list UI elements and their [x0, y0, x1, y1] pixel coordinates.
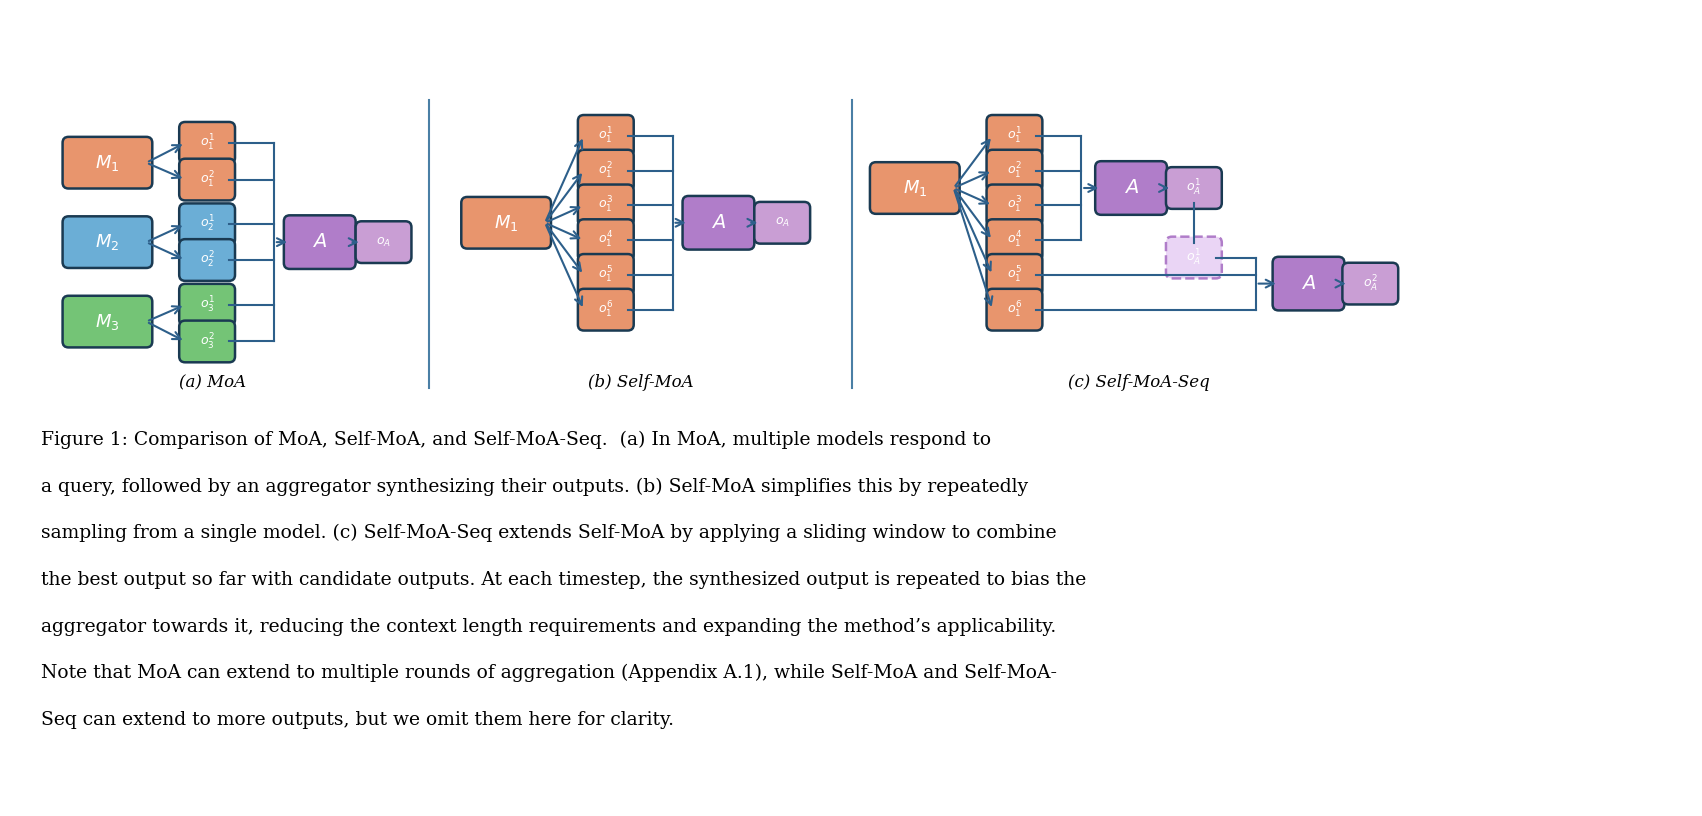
Text: Note that MoA can extend to multiple rounds of aggregation (Appendix A.1), while: Note that MoA can extend to multiple rou…	[41, 664, 1057, 682]
FancyBboxPatch shape	[63, 216, 151, 268]
Text: $o_2^1$: $o_2^1$	[199, 215, 214, 234]
Text: $M_1$: $M_1$	[902, 178, 928, 198]
FancyBboxPatch shape	[1343, 263, 1399, 304]
Text: $o_1^1$: $o_1^1$	[1008, 126, 1021, 146]
Text: (a) MoA: (a) MoA	[179, 375, 245, 391]
FancyBboxPatch shape	[179, 122, 235, 164]
FancyBboxPatch shape	[987, 220, 1042, 261]
Text: $A$: $A$	[1123, 179, 1139, 197]
Text: a query, followed by an aggregator synthesizing their outputs. (b) Self-MoA simp: a query, followed by an aggregator synth…	[41, 477, 1028, 496]
FancyBboxPatch shape	[63, 295, 151, 348]
Text: $o_A^2$: $o_A^2$	[1363, 273, 1379, 294]
FancyBboxPatch shape	[1273, 257, 1345, 310]
Text: $A$: $A$	[711, 214, 727, 232]
FancyBboxPatch shape	[579, 289, 633, 330]
Text: $M_1$: $M_1$	[494, 213, 519, 233]
FancyBboxPatch shape	[579, 220, 633, 261]
Text: $o_1^5$: $o_1^5$	[599, 265, 613, 285]
Text: (c) Self-MoA-Seq: (c) Self-MoA-Seq	[1069, 375, 1210, 391]
Text: $o_A^1$: $o_A^1$	[1186, 178, 1202, 198]
FancyBboxPatch shape	[179, 321, 235, 362]
Text: $A$: $A$	[1300, 275, 1316, 293]
Text: $o_1^3$: $o_1^3$	[1008, 195, 1021, 215]
Text: $o_1^1$: $o_1^1$	[599, 126, 613, 146]
FancyBboxPatch shape	[579, 150, 633, 192]
FancyBboxPatch shape	[987, 150, 1042, 192]
FancyBboxPatch shape	[179, 239, 235, 281]
FancyBboxPatch shape	[461, 197, 551, 249]
FancyBboxPatch shape	[356, 221, 412, 263]
FancyBboxPatch shape	[579, 184, 633, 226]
Text: $o_A^1$: $o_A^1$	[1186, 247, 1202, 268]
Text: $o_1^2$: $o_1^2$	[1008, 161, 1021, 180]
Text: Figure 1: Comparison of MoA, Self-MoA, and Self-MoA-Seq.  (a) In MoA, multiple m: Figure 1: Comparison of MoA, Self-MoA, a…	[41, 431, 991, 449]
Text: $M_3$: $M_3$	[95, 312, 119, 331]
Text: $o_1^5$: $o_1^5$	[1008, 265, 1021, 285]
Text: (b) Self-MoA: (b) Self-MoA	[587, 375, 693, 391]
Text: $M_1$: $M_1$	[95, 153, 119, 173]
FancyBboxPatch shape	[179, 284, 235, 326]
FancyBboxPatch shape	[754, 202, 810, 244]
Text: $o_2^2$: $o_2^2$	[199, 250, 214, 270]
FancyBboxPatch shape	[683, 196, 754, 250]
FancyBboxPatch shape	[1166, 167, 1222, 209]
Text: $o_3^1$: $o_3^1$	[199, 295, 214, 315]
Text: $o_1^2$: $o_1^2$	[599, 161, 613, 180]
Text: $M_2$: $M_2$	[95, 232, 119, 252]
Text: $o_1^2$: $o_1^2$	[199, 170, 214, 189]
Text: $o_3^2$: $o_3^2$	[199, 331, 214, 352]
Text: sampling from a single model. (c) Self-MoA-Seq extends Self-MoA by applying a sl: sampling from a single model. (c) Self-M…	[41, 524, 1057, 543]
Text: $A$: $A$	[311, 233, 327, 251]
Text: $o_1^1$: $o_1^1$	[199, 133, 214, 153]
FancyBboxPatch shape	[987, 289, 1042, 330]
Text: $o_1^6$: $o_1^6$	[597, 299, 613, 320]
Text: aggregator towards it, reducing the context length requirements and expanding th: aggregator towards it, reducing the cont…	[41, 618, 1055, 636]
Text: $o_A$: $o_A$	[376, 236, 391, 249]
Text: $o_1^6$: $o_1^6$	[1008, 299, 1023, 320]
Text: the best output so far with candidate outputs. At each timestep, the synthesized: the best output so far with candidate ou…	[41, 571, 1086, 589]
FancyBboxPatch shape	[1166, 237, 1222, 278]
Text: $o_1^4$: $o_1^4$	[597, 230, 613, 251]
FancyBboxPatch shape	[987, 184, 1042, 226]
FancyBboxPatch shape	[579, 254, 633, 295]
FancyBboxPatch shape	[63, 137, 151, 188]
FancyBboxPatch shape	[987, 115, 1042, 157]
FancyBboxPatch shape	[870, 162, 960, 214]
FancyBboxPatch shape	[179, 203, 235, 245]
Text: $o_1^3$: $o_1^3$	[599, 195, 613, 215]
FancyBboxPatch shape	[284, 215, 356, 269]
Text: $o_1^4$: $o_1^4$	[1008, 230, 1023, 251]
FancyBboxPatch shape	[179, 158, 235, 201]
FancyBboxPatch shape	[579, 115, 633, 157]
Text: Seq can extend to more outputs, but we omit them here for clarity.: Seq can extend to more outputs, but we o…	[41, 711, 674, 729]
FancyBboxPatch shape	[1094, 162, 1168, 215]
Text: $o_A$: $o_A$	[774, 216, 790, 229]
FancyBboxPatch shape	[987, 254, 1042, 295]
